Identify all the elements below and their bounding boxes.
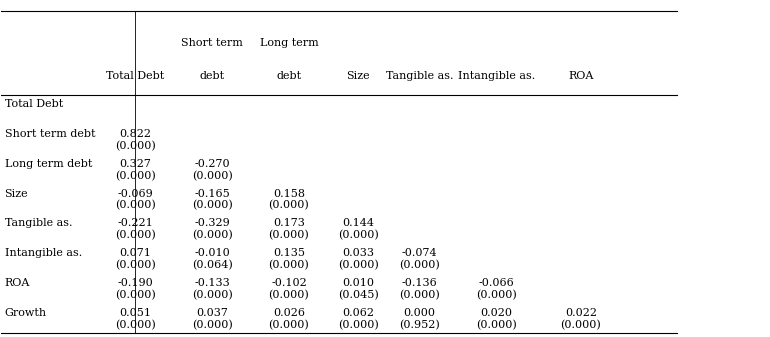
Text: Total Debt: Total Debt [5, 99, 63, 109]
Text: (0.000): (0.000) [115, 200, 156, 211]
Text: -0.069: -0.069 [117, 189, 153, 198]
Text: Size: Size [346, 71, 370, 81]
Text: (0.952): (0.952) [399, 319, 440, 330]
Text: -0.270: -0.270 [194, 159, 230, 169]
Text: (0.000): (0.000) [115, 290, 156, 300]
Text: 0.822: 0.822 [119, 129, 151, 139]
Text: Total Debt: Total Debt [106, 71, 164, 81]
Text: (0.000): (0.000) [269, 260, 310, 270]
Text: Short term debt: Short term debt [5, 129, 95, 139]
Text: Short term: Short term [181, 38, 243, 48]
Text: (0.000): (0.000) [476, 319, 517, 330]
Text: Size: Size [5, 189, 28, 198]
Text: (0.000): (0.000) [192, 290, 233, 300]
Text: 0.327: 0.327 [119, 159, 151, 169]
Text: (0.000): (0.000) [338, 319, 379, 330]
Text: 0.144: 0.144 [342, 218, 374, 228]
Text: -0.066: -0.066 [479, 278, 514, 288]
Text: -0.329: -0.329 [194, 218, 230, 228]
Text: (0.000): (0.000) [338, 230, 379, 240]
Text: -0.074: -0.074 [402, 248, 437, 258]
Text: (0.000): (0.000) [269, 290, 310, 300]
Text: -0.190: -0.190 [117, 278, 153, 288]
Text: (0.000): (0.000) [192, 230, 233, 240]
Text: (0.064): (0.064) [192, 260, 233, 270]
Text: -0.136: -0.136 [402, 278, 437, 288]
Text: 0.026: 0.026 [273, 308, 305, 318]
Text: 0.135: 0.135 [273, 248, 305, 258]
Text: Growth: Growth [5, 308, 47, 318]
Text: 0.158: 0.158 [273, 189, 305, 198]
Text: Tangible as.: Tangible as. [5, 218, 72, 228]
Text: (0.000): (0.000) [192, 200, 233, 211]
Text: 0.051: 0.051 [119, 308, 151, 318]
Text: 0.000: 0.000 [403, 308, 436, 318]
Text: Long term: Long term [259, 38, 318, 48]
Text: (0.000): (0.000) [115, 141, 156, 151]
Text: (0.000): (0.000) [476, 290, 517, 300]
Text: (0.000): (0.000) [115, 171, 156, 181]
Text: debt: debt [199, 71, 225, 81]
Text: Tangible as.: Tangible as. [386, 71, 454, 81]
Text: 0.010: 0.010 [342, 278, 374, 288]
Text: -0.010: -0.010 [194, 248, 230, 258]
Text: 0.037: 0.037 [196, 308, 228, 318]
Text: ROA: ROA [5, 278, 30, 288]
Text: (0.000): (0.000) [269, 200, 310, 211]
Text: Intangible as.: Intangible as. [5, 248, 82, 258]
Text: (0.000): (0.000) [269, 230, 310, 240]
Text: 0.022: 0.022 [565, 308, 597, 318]
Text: -0.221: -0.221 [117, 218, 153, 228]
Text: Long term debt: Long term debt [5, 159, 92, 169]
Text: (0.000): (0.000) [399, 260, 440, 270]
Text: (0.000): (0.000) [561, 319, 601, 330]
Text: 0.020: 0.020 [480, 308, 513, 318]
Text: -0.133: -0.133 [194, 278, 230, 288]
Text: 0.033: 0.033 [342, 248, 374, 258]
Text: 0.071: 0.071 [119, 248, 151, 258]
Text: Intangible as.: Intangible as. [458, 71, 535, 81]
Text: (0.000): (0.000) [115, 319, 156, 330]
Text: (0.000): (0.000) [115, 230, 156, 240]
Text: debt: debt [276, 71, 302, 81]
Text: (0.045): (0.045) [338, 290, 379, 300]
Text: (0.000): (0.000) [192, 171, 233, 181]
Text: -0.165: -0.165 [194, 189, 230, 198]
Text: 0.173: 0.173 [273, 218, 305, 228]
Text: (0.000): (0.000) [115, 260, 156, 270]
Text: (0.000): (0.000) [269, 319, 310, 330]
Text: ROA: ROA [568, 71, 594, 81]
Text: 0.062: 0.062 [342, 308, 374, 318]
Text: (0.000): (0.000) [338, 260, 379, 270]
Text: (0.000): (0.000) [192, 319, 233, 330]
Text: -0.102: -0.102 [271, 278, 306, 288]
Text: (0.000): (0.000) [399, 290, 440, 300]
